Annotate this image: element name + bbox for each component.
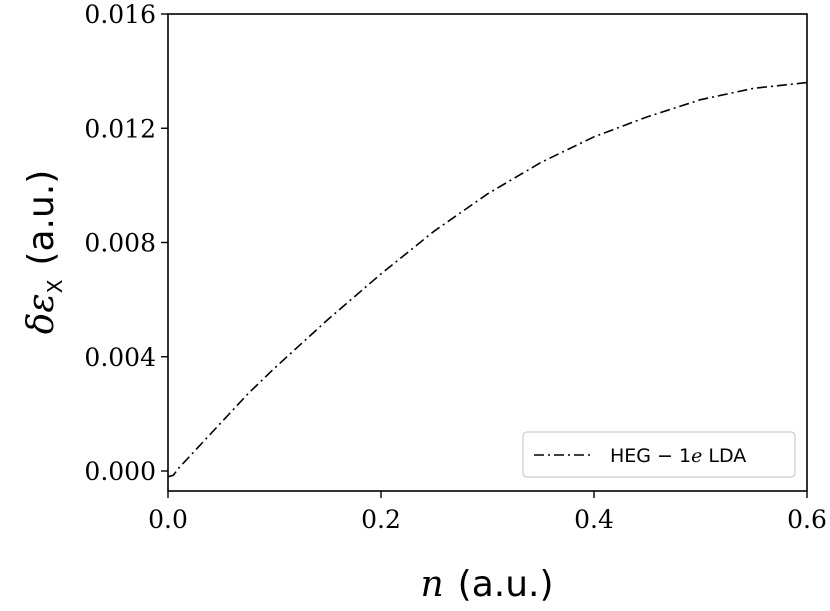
y-axis-subscript: X [43,279,67,293]
y-tick-label: 0.012 [84,114,156,143]
y-axis-unit: (a.u.) [21,170,62,266]
legend-label-suffix: LDA [702,445,746,467]
y-tick-label: 0.016 [84,0,156,29]
y-tick-label: 0.000 [84,457,156,486]
y-axis-symbol: δε [21,293,62,334]
x-axis-title: n (a.u.) [420,564,553,605]
x-axis-unit: (a.u.) [458,564,554,605]
x-tick-label: 0.0 [148,505,188,534]
x-tick-label: 0.4 [574,505,614,534]
x-tick-label: 0.2 [361,505,401,534]
legend-label: HEG − 1e LDA [610,445,746,467]
y-axis-title: δεX (a.u.) [21,170,67,335]
x-tick-label: 0.6 [787,505,827,534]
y-tick-label: 0.008 [84,229,156,258]
legend-label-prefix: HEG − 1 [610,445,691,467]
series-line [167,81,808,478]
legend-box [522,431,796,478]
plot-frame [167,13,808,492]
legend-label-math: e [691,445,702,467]
y-tick-label: 0.004 [84,343,156,372]
x-axis-symbol: n [420,564,443,605]
legend: HEG − 1e LDA [522,431,796,478]
